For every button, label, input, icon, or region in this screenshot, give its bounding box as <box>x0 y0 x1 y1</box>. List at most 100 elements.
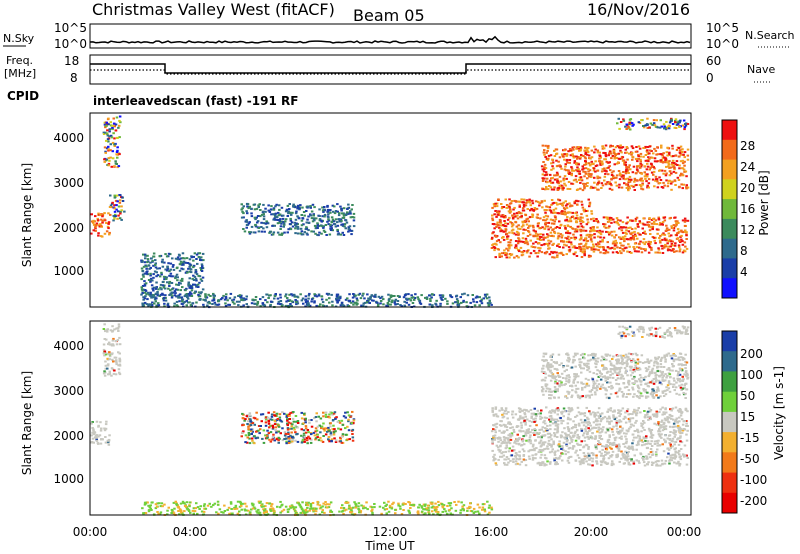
velocity-echo-cell <box>102 328 106 330</box>
power-echo-cell <box>475 301 479 304</box>
power-echo-cell <box>604 182 608 185</box>
power-echo-cell <box>180 296 184 299</box>
velocity-echo-cell <box>113 369 116 372</box>
power-echo-cell <box>614 239 617 242</box>
power-echo-cell <box>265 293 268 296</box>
power-echo-cell <box>532 209 535 212</box>
power-echo-cell <box>494 202 497 205</box>
power-echo-cell <box>279 225 283 228</box>
power-echo-cell <box>142 253 145 256</box>
power-echo-cell <box>289 219 293 222</box>
power-echo-cell <box>676 121 679 124</box>
power-echo-cell <box>575 247 578 249</box>
velocity-echo-cell <box>258 432 261 435</box>
power-echo-cell <box>554 148 558 151</box>
velocity-echo-cell <box>159 511 163 514</box>
velocity-echo-cell <box>313 508 316 511</box>
power-echo-cell <box>543 227 546 230</box>
power-echo-cell <box>166 267 170 270</box>
power-echo-cell <box>678 246 681 249</box>
velocity-echo-cell <box>329 511 332 513</box>
power-echo-cell <box>660 125 663 128</box>
power-echo-cell <box>556 212 559 215</box>
power-echo-cell <box>685 187 688 190</box>
power-echo-cell <box>504 228 508 231</box>
power-echo-cell <box>561 188 565 191</box>
power-echo-cell <box>149 293 152 296</box>
velocity-echo-cell <box>246 414 249 416</box>
power-echo-cell <box>570 236 573 239</box>
velocity-echo-cell <box>408 512 411 514</box>
power-echo-cell <box>504 253 507 256</box>
power-echo-cell <box>112 132 115 135</box>
power-echo-cell <box>466 294 470 297</box>
power-echo-cell <box>575 189 579 191</box>
velocity-echo-cell <box>257 425 261 427</box>
power-echo-cell <box>337 297 340 300</box>
power-echo-cell <box>151 287 155 290</box>
velocity-echo-cell <box>267 411 270 414</box>
velocity-echo-cell <box>531 445 535 448</box>
velocity-echo-cell <box>685 425 688 427</box>
power-echo-cell <box>315 295 319 298</box>
velocity-echo-cell <box>314 416 318 418</box>
power-echo-cell <box>296 295 299 298</box>
velocity-echo-cell <box>177 510 180 512</box>
power-echo-cell <box>278 303 282 306</box>
velocity-echo-cell <box>431 505 435 508</box>
power-echo-cell <box>572 233 575 236</box>
velocity-echo-cell <box>500 455 504 458</box>
power-echo-cell <box>594 170 597 173</box>
power-echo-cell <box>561 234 564 237</box>
power-echo-cell <box>515 225 519 228</box>
power-echo-cell <box>107 164 110 167</box>
power-echo-cell <box>151 279 154 282</box>
power-echo-cell <box>633 250 637 253</box>
power-echo-cell <box>91 220 94 223</box>
power-echo-cell <box>321 209 325 212</box>
power-echo-cell <box>366 299 369 302</box>
power-echo-cell <box>146 261 149 264</box>
power-echo-cell <box>117 214 120 217</box>
power-echo-cell <box>663 233 667 236</box>
velocity-echo-cell <box>235 507 239 510</box>
power-cbar-tick-8: 8 <box>740 244 748 258</box>
power-echo-cell <box>617 161 620 164</box>
power-echo-cell <box>627 188 630 191</box>
power-echo-cell <box>118 136 121 139</box>
velocity-echo-cell <box>323 511 326 514</box>
power-echo-cell <box>516 242 520 245</box>
power-echo-cell <box>339 218 343 221</box>
power-echo-cell <box>563 149 566 152</box>
power-echo-cell <box>282 222 286 225</box>
velocity-echo-cell <box>539 439 543 442</box>
velocity-echo-cell <box>561 452 564 455</box>
power-echo-cell <box>552 201 556 204</box>
velocity-echo-cell <box>563 436 566 439</box>
velocity-echo-cell <box>241 502 244 505</box>
power-echo-cell <box>597 243 601 246</box>
velocity-panel: Slant Range [km] 1000 2000 3000 4000 Vel… <box>20 320 786 517</box>
power-echo-cell <box>414 293 417 296</box>
power-echo-cell <box>543 174 547 177</box>
power-echo-cell <box>192 255 195 258</box>
power-echo-cell <box>212 296 216 299</box>
power-echo-cell <box>630 236 633 239</box>
power-echo-cell <box>240 299 243 301</box>
velocity-echo-cell <box>249 511 252 514</box>
power-echo-cell <box>346 297 349 300</box>
power-echo-cell <box>322 226 325 229</box>
power-echo-cell <box>328 301 331 304</box>
velocity-echo-cell <box>616 430 619 433</box>
power-echo-cell <box>170 296 174 299</box>
velocity-echo-cell <box>308 509 311 512</box>
power-echo-cell <box>536 225 540 227</box>
power-echo-cell <box>682 249 686 252</box>
power-echo-cell <box>536 216 539 219</box>
velocity-echo-cell <box>328 429 331 432</box>
power-echo-cell <box>580 154 583 156</box>
velocity-echo-cell <box>579 443 582 446</box>
velocity-echo-cell <box>310 438 313 441</box>
power-echo-cell <box>558 227 561 229</box>
power-echo-cell <box>140 293 143 296</box>
